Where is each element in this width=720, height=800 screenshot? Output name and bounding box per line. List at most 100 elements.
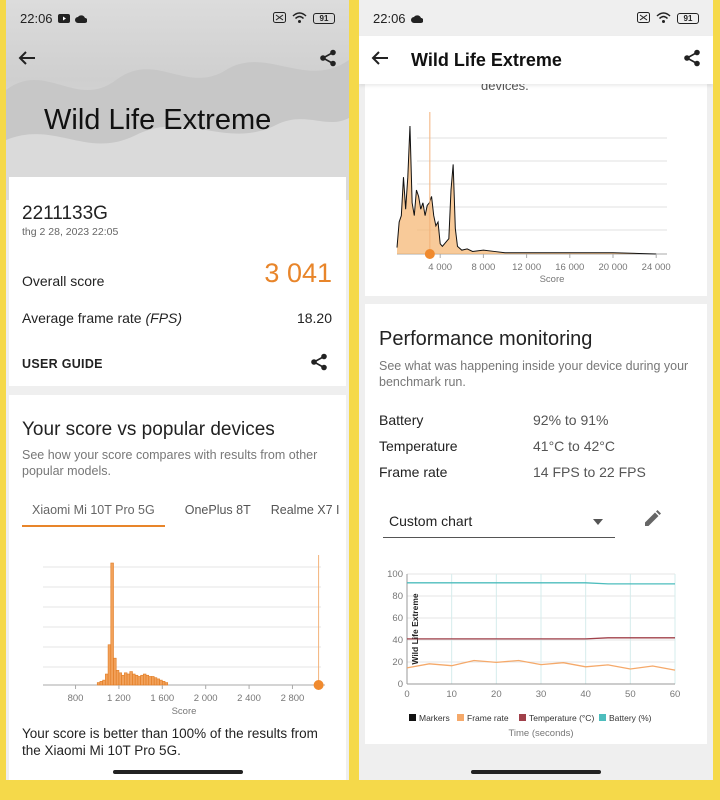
histogram-bar <box>162 681 166 686</box>
x-tick-label: 8 000 <box>472 262 496 273</box>
compare-description: See how your score compares with results… <box>22 448 318 478</box>
device-model: 2211133G <box>22 203 108 224</box>
x-tick-label: 2 800 <box>281 693 305 704</box>
y-tick-label: 20 <box>392 657 403 668</box>
status-time: 22:06 <box>373 10 406 26</box>
histogram-bar <box>126 673 131 686</box>
x-tick-label: 0 <box>404 689 409 700</box>
distribution-fill <box>397 126 657 254</box>
histogram-bar <box>118 672 122 686</box>
chart-side-label: Wild Life Extreme <box>410 593 420 665</box>
compare-title: Your score vs popular devices <box>22 419 275 440</box>
histogram-bar <box>102 679 106 686</box>
user-guide-link[interactable]: USER GUIDE <box>22 357 103 371</box>
gesture-bar[interactable] <box>471 770 601 774</box>
battery-icon: 91 <box>313 12 335 24</box>
histogram-bar <box>140 674 144 686</box>
overall-score-label: Overall score <box>22 273 105 289</box>
performance-card: Performance monitoring See what was happ… <box>365 304 707 744</box>
performance-description: See what was happening inside your devic… <box>379 359 689 389</box>
histogram-bar <box>121 674 125 686</box>
x-axis-label: Score <box>172 706 197 717</box>
metric-row-temperature: Temperature 41°C to 42°C <box>379 438 699 464</box>
histogram-bar <box>145 674 150 686</box>
histogram-bar <box>148 676 152 686</box>
tab-oneplus-8t[interactable]: OnePlus 8T <box>184 503 251 517</box>
distribution-card: devices. 4 000 8 000 12 000 16 000 20 000 24 … <box>365 78 707 296</box>
y-tick-label: 100 <box>387 569 403 580</box>
x-tick-label: 12 000 <box>512 262 541 273</box>
status-time: 22:06 <box>20 10 53 26</box>
compare-card: Your score vs popular devices See how yo… <box>9 395 346 780</box>
histogram-bar <box>164 682 169 686</box>
app-bar: Wild Life Extreme <box>359 36 713 84</box>
battery-series-line <box>407 582 675 585</box>
histogram-bar <box>159 679 163 686</box>
legend-label: Markers <box>419 713 450 723</box>
cloud-icon <box>74 11 88 26</box>
result-text: Your score is better than 100% of the re… <box>22 726 318 758</box>
app-bar <box>6 40 349 80</box>
metric-row-frame-rate: Frame rate 14 FPS to 22 FPS <box>379 464 699 490</box>
histogram-bar <box>134 674 139 686</box>
histogram-bar <box>124 672 128 686</box>
fps-label: Average frame rate (FPS) <box>22 310 182 326</box>
right-screen: 22:06 91 Wild Life Extreme devices. 4 00… <box>359 0 713 780</box>
x-tick-label: 2 000 <box>194 693 218 704</box>
x-tick-label: 40 <box>580 689 591 700</box>
histogram-bar <box>143 673 147 686</box>
status-bar: 22:06 91 <box>359 0 713 36</box>
dropdown-value: Custom chart <box>389 512 473 529</box>
metric-value: 41°C to 42°C <box>533 438 616 454</box>
x-tick-label: 60 <box>670 689 681 700</box>
score-distribution-chart: 800 1 200 1 600 2 000 2 400 2 800 Score <box>43 555 325 717</box>
your-score-marker <box>313 680 324 690</box>
x-axis-label: Score <box>540 274 565 282</box>
histogram-bar <box>105 673 109 686</box>
share-icon[interactable] <box>319 49 337 72</box>
back-arrow-icon[interactable] <box>18 50 36 71</box>
metrics-list: Battery 92% to 91% Temperature 41°C to 4… <box>379 412 699 490</box>
overall-score-value: 3 041 <box>264 258 332 288</box>
histogram-bar <box>96 682 101 686</box>
histogram-bar <box>151 676 155 686</box>
legend-label: Frame rate <box>467 713 509 723</box>
tab-xiaomi-mi-10t-pro[interactable]: Xiaomi Mi 10T Pro 5G <box>22 499 165 527</box>
tab-realme-x7[interactable]: Realme X7 I <box>270 503 340 517</box>
dropdown-arrow-icon <box>593 512 603 530</box>
edit-pencil-icon[interactable] <box>643 510 661 533</box>
histogram-bar <box>153 677 158 686</box>
y-tick-label: 0 <box>398 679 403 690</box>
chart-type-dropdown[interactable]: Custom chart <box>383 504 615 538</box>
battery-icon: 91 <box>677 12 699 24</box>
x-tick-label: 1 200 <box>107 693 131 704</box>
histogram-bar <box>137 676 141 686</box>
score-distribution-chart: 4 000 8 000 12 000 16 000 20 000 24 000 Score <box>396 112 671 282</box>
histogram-bar <box>132 673 136 686</box>
metric-value: 14 FPS to 22 FPS <box>533 464 646 480</box>
x-tick-label: 24 000 <box>642 262 671 273</box>
x-axis-label: Time (seconds) <box>508 728 573 739</box>
legend-label: Battery (%) <box>609 713 652 723</box>
frame-rate-series-line <box>406 659 676 671</box>
wifi-icon <box>292 11 307 26</box>
temperature-series-line <box>407 637 675 640</box>
cloud-icon <box>410 11 424 26</box>
metric-row-battery: Battery 92% to 91% <box>379 412 699 438</box>
gesture-bar[interactable] <box>112 770 243 774</box>
share-score-icon[interactable] <box>310 353 328 376</box>
histogram-bar <box>107 644 112 686</box>
device-date: thg 2 28, 2023 22:05 <box>22 226 119 238</box>
metric-label: Temperature <box>379 438 458 454</box>
x-tick-label: 4 000 <box>428 262 452 273</box>
performance-title: Performance monitoring <box>379 328 593 350</box>
fps-label-unit: (FPS) <box>145 310 183 326</box>
your-score-marker <box>424 249 435 259</box>
distribution-line <box>396 125 657 255</box>
y-tick-label: 40 <box>392 635 403 646</box>
hero-title: Wild Life Extreme <box>44 104 272 136</box>
metric-value: 92% to 91% <box>533 412 609 428</box>
back-arrow-icon[interactable] <box>371 50 389 71</box>
share-icon[interactable] <box>683 49 701 72</box>
status-bar: 22:06 91 <box>6 0 349 36</box>
